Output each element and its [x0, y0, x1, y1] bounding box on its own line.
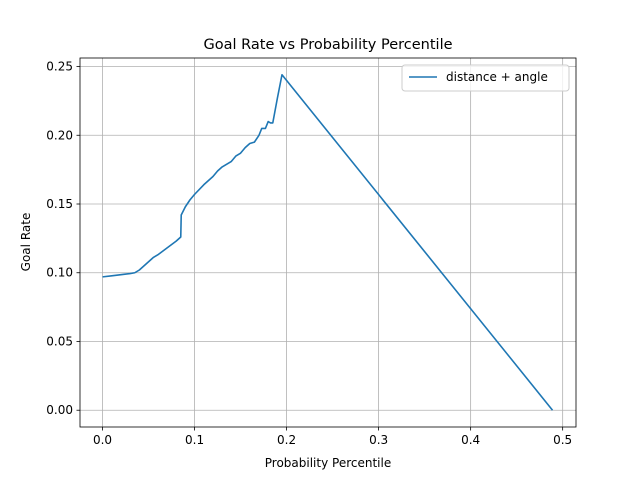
y-tick-label: 0.05 — [46, 334, 73, 348]
plot-frame — [79, 57, 577, 428]
chart-title: Goal Rate vs Probability Percentile — [203, 37, 452, 53]
legend-box — [401, 64, 570, 92]
x-tick-label: 0.0 — [93, 433, 112, 447]
x-tick-label: 0.4 — [461, 433, 480, 447]
series-line-distance-angle — [102, 73, 554, 411]
grid — [80, 58, 576, 427]
legend-label: distance + angle — [446, 70, 548, 84]
y-tick-label: 0.25 — [46, 60, 73, 74]
x-tick-label: 0.1 — [185, 433, 204, 447]
y-tick-label: 0.10 — [46, 266, 73, 280]
axes — [79, 57, 577, 428]
y-axis-title: Goal Rate — [19, 213, 33, 272]
legend: distance + angle — [401, 64, 570, 92]
ticks: 0.0 0.1 0.2 0.3 0.4 0.5 0.00 0.05 0.10 0.15 0.20 0.… — [46, 60, 572, 447]
y-tick-label: 0.20 — [46, 128, 73, 142]
x-tick-label: 0.5 — [553, 433, 572, 447]
y-tick-label: 0.00 — [46, 403, 73, 417]
y-tick-label: 0.15 — [46, 197, 73, 211]
x-axis-title: Probability Percentile — [265, 456, 391, 470]
x-tick-label: 0.2 — [277, 433, 296, 447]
series-layer — [102, 73, 554, 411]
x-tick-label: 0.3 — [369, 433, 388, 447]
